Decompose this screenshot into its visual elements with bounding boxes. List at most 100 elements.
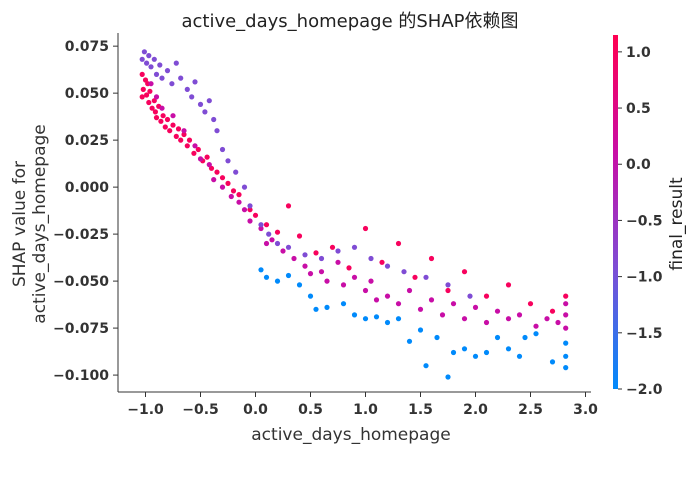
scatter-point <box>417 327 424 333</box>
scatter-point <box>549 308 556 314</box>
scatter-point <box>472 304 479 310</box>
scatter-point <box>151 98 157 104</box>
scatter-point <box>527 301 534 307</box>
y-tick-label: 0.000 <box>65 180 110 196</box>
x-tick-label: 2.0 <box>463 402 488 418</box>
scatter-point <box>269 237 275 243</box>
x-tick-label: 1.0 <box>353 402 378 418</box>
scatter-point <box>533 331 539 337</box>
scatter-point <box>362 287 369 294</box>
scatter-point <box>379 259 385 265</box>
scatter-point <box>274 240 281 247</box>
scatter-point <box>189 94 195 100</box>
scatter-point <box>181 128 187 134</box>
scatter-point <box>368 255 374 262</box>
scatter-point <box>302 252 308 258</box>
scatter-point <box>204 154 210 160</box>
scatter-point <box>219 175 226 181</box>
x-tick-label: 2.5 <box>518 402 543 418</box>
scatter-point <box>252 212 259 218</box>
colorbar-ticks: 1.0 0.5 0.0 −0.5 −1.0 −1.5 −2.0 <box>618 45 663 398</box>
scatter-point <box>285 203 292 209</box>
scatter-point <box>228 193 234 200</box>
scatter-point <box>563 353 569 359</box>
scatter-point <box>178 75 184 81</box>
scatter-point <box>544 316 550 322</box>
scatter-point <box>445 374 451 380</box>
scatter-point <box>170 122 176 128</box>
scatter-point <box>263 274 270 280</box>
scatter-point <box>147 88 153 94</box>
scatter-point <box>192 79 198 85</box>
x-tick-label: 0.0 <box>243 402 268 418</box>
scatter-point <box>178 137 184 143</box>
x-axis-title: active_days_homepage <box>251 425 450 445</box>
scatter-point <box>159 75 165 81</box>
scatter-point <box>461 269 468 275</box>
scatter-point <box>423 274 429 280</box>
scatter-point <box>173 60 179 66</box>
scatter-point <box>494 334 501 341</box>
scatter-point <box>505 316 512 322</box>
y-tick-label: −0.075 <box>53 321 109 337</box>
scatter-point <box>247 207 253 213</box>
scatter-point <box>505 282 512 288</box>
scatter-point <box>173 133 179 139</box>
scatter-point <box>516 353 523 359</box>
y-axis-title-line-1: SHAP value for <box>10 161 30 287</box>
scatter-point <box>160 113 166 119</box>
scatter-point <box>144 92 150 98</box>
scatter-point <box>307 293 314 299</box>
scatter-point <box>445 282 451 288</box>
scatter-point <box>206 98 212 104</box>
scatter-point <box>258 222 264 228</box>
scatter-point <box>362 316 369 322</box>
scatter-point <box>483 293 490 299</box>
scatter-point <box>549 359 556 365</box>
scatter-point <box>169 81 175 87</box>
x-tick-label: 0.5 <box>298 402 323 418</box>
scatter-point <box>148 81 154 87</box>
axes: −1.0 −0.5 0.0 0.5 1.0 1.5 2.0 2.5 3.0 0.075 0.050 0… <box>53 33 598 418</box>
scatter-point <box>202 109 208 115</box>
scatter-point <box>563 312 569 318</box>
scatter-point <box>230 188 237 194</box>
scatter-point <box>384 263 391 269</box>
scatter-point <box>384 293 391 299</box>
scatter-point <box>340 301 347 307</box>
scatter-point <box>368 278 374 284</box>
scatter-point <box>140 86 146 92</box>
scatter-point <box>533 323 539 329</box>
scatter-point <box>233 169 239 175</box>
scatter-point <box>285 244 292 250</box>
scatter-point <box>285 272 292 279</box>
scatter-point <box>141 49 147 55</box>
x-tick-label: 1.5 <box>408 402 433 418</box>
scatter-point <box>563 365 569 371</box>
scatter-point <box>153 94 160 100</box>
y-tick-label: 0.025 <box>65 133 109 149</box>
scatter-point <box>417 306 424 312</box>
scatter-point <box>241 207 248 213</box>
scatter-point <box>428 255 435 262</box>
colorbar-tick-label: −2.0 <box>626 382 663 398</box>
scatter-point <box>406 287 413 294</box>
scatter-point <box>159 105 165 111</box>
scatter-point <box>263 222 270 228</box>
y-tick-label: −0.100 <box>53 368 109 384</box>
y-tick-label: 0.075 <box>65 39 109 55</box>
scatter-point <box>461 346 468 352</box>
x-tick-label: 3.0 <box>573 402 598 418</box>
scatter-point <box>318 269 325 275</box>
scatter-point <box>395 316 402 322</box>
scatter-point <box>214 169 220 175</box>
scatter-point <box>191 150 197 156</box>
scatter-point <box>461 316 468 322</box>
scatter-point <box>318 255 325 262</box>
scatter-point <box>225 180 231 186</box>
scatter-point <box>307 271 314 277</box>
scatter-point <box>149 105 155 111</box>
scatter-point <box>563 340 569 346</box>
scatter-point <box>313 306 319 312</box>
scatter-point <box>296 282 303 288</box>
